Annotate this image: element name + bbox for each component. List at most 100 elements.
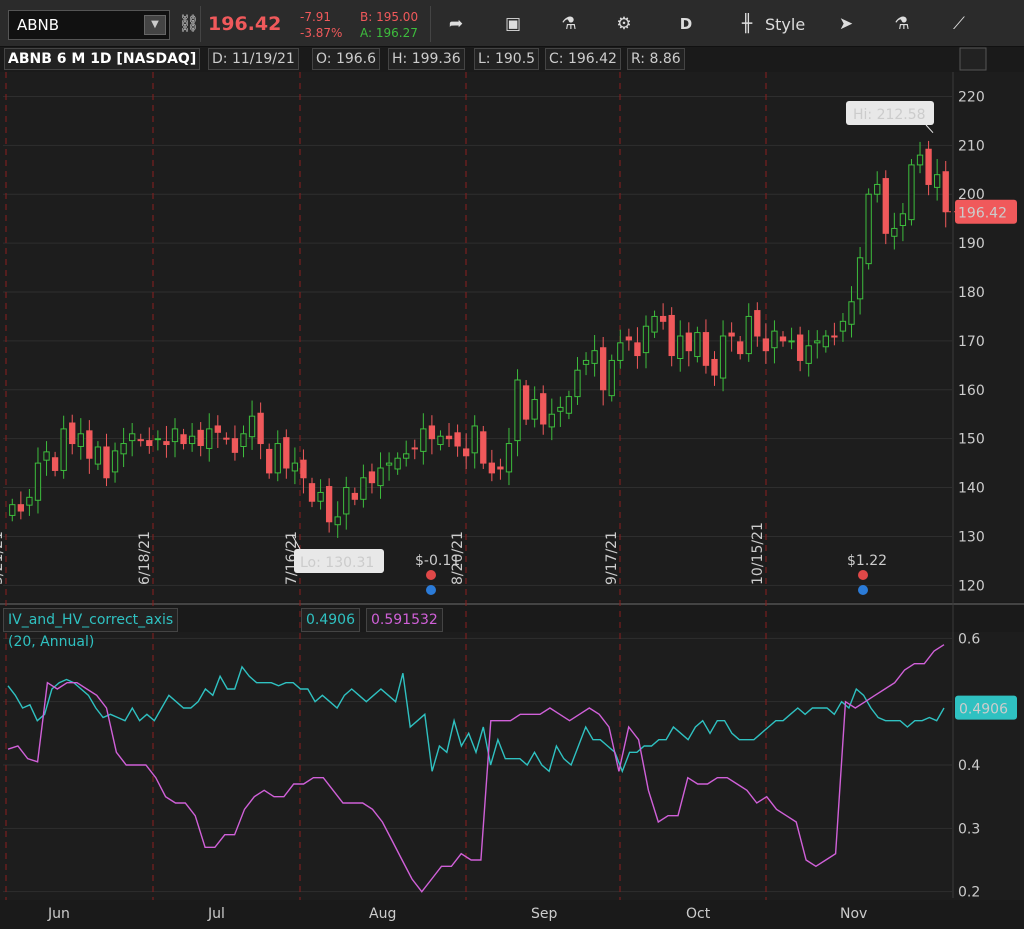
dividend-icon <box>858 585 868 595</box>
candle-body <box>694 332 701 358</box>
candle-body <box>291 462 299 472</box>
month-label: Nov <box>840 906 867 922</box>
chart-title: ABNB 6 M 1D [NASDAQ] <box>4 48 201 70</box>
candle-body <box>437 435 444 446</box>
candle-body <box>771 330 778 349</box>
candle-body <box>634 342 641 357</box>
oscillator-tick-label: 0.6 <box>958 631 980 647</box>
candle-body <box>86 430 93 459</box>
candle-body <box>608 359 615 397</box>
high-callout-label: Hi: 212.58 <box>853 107 926 123</box>
candle-body <box>848 301 855 325</box>
bar-high: H: 199.36 <box>388 48 465 70</box>
candle-body <box>351 492 358 500</box>
share-icon[interactable]: ➦ <box>448 14 464 34</box>
candle-body <box>617 342 624 361</box>
candle-body <box>163 441 170 446</box>
candle-body <box>206 428 213 449</box>
price-tick-label: 130 <box>958 529 985 545</box>
candle-body <box>308 483 316 502</box>
bar-date: D: 11/19/21 <box>208 48 299 70</box>
candle-body <box>591 350 598 364</box>
candle-body <box>445 435 453 440</box>
symbol-selector[interactable]: ABNB ▼ <box>8 10 170 40</box>
iv-value-tag-label: 0.4906 <box>959 702 1008 718</box>
price-panel-bg <box>0 72 1024 602</box>
candle-body <box>231 438 239 453</box>
candle-body <box>129 433 136 442</box>
low-callout-pointer <box>291 534 301 550</box>
candle-body <box>34 462 42 501</box>
candle-body <box>274 443 281 474</box>
candle-body <box>403 453 410 459</box>
candles-group <box>9 140 949 538</box>
hv-line <box>7 644 945 893</box>
price-tick-label: 160 <box>958 383 985 399</box>
candle-body <box>368 471 376 484</box>
dividend-icon <box>426 585 436 595</box>
axis-drawing-icon <box>959 47 987 71</box>
study-name: IV_and_HV_correct_axis (20, Annual) <box>3 608 179 650</box>
candle-body <box>882 178 889 234</box>
candle-body <box>805 345 812 364</box>
candle-body <box>497 466 504 470</box>
candle-body <box>933 174 941 188</box>
candle-body <box>17 504 25 512</box>
period-button[interactable]: D <box>679 15 693 33</box>
toolbar: ABNB ▼ ⛓ 196.42 -7.91 -3.87% B: 195.00 A… <box>0 0 1024 47</box>
candle-body <box>600 347 607 391</box>
candle-body <box>839 320 847 332</box>
month-label: Jun <box>47 906 70 922</box>
price-tick-label: 120 <box>958 578 985 594</box>
flask-icon[interactable]: ⚗ <box>894 14 910 34</box>
drawing-icon[interactable]: ⟋ <box>953 14 965 34</box>
candle-body <box>94 446 102 465</box>
candle-body <box>77 433 84 447</box>
candle-body <box>557 406 564 412</box>
candle-body <box>214 425 221 433</box>
symbol-text: ABNB <box>17 16 60 34</box>
candle-body <box>531 399 538 420</box>
candle-body <box>300 459 307 479</box>
candle-body <box>659 315 667 322</box>
candle-body <box>471 425 478 454</box>
candle-body <box>822 335 829 348</box>
candle-body <box>762 338 770 352</box>
gear-icon[interactable]: ⚙ <box>616 14 632 34</box>
ask-price: A: 196.27 <box>360 26 418 40</box>
candle-body <box>51 457 59 471</box>
chevron-down-icon[interactable]: ▼ <box>144 15 166 35</box>
candlestick-icon[interactable]: ╫ <box>741 14 753 34</box>
candle-body <box>411 447 418 450</box>
candle-body <box>385 462 393 466</box>
message-icon[interactable]: ▣ <box>504 14 522 34</box>
oscillator-panel-bg <box>0 632 1024 900</box>
style-button[interactable]: Style <box>765 15 806 34</box>
candle-body <box>9 504 16 516</box>
cursor-icon[interactable]: ➤ <box>838 14 854 34</box>
candle-body <box>43 451 50 461</box>
candle-body <box>317 491 324 502</box>
candle-body <box>865 193 872 265</box>
candle-body <box>180 434 187 445</box>
candle-body <box>360 477 367 500</box>
candle-body <box>343 487 350 515</box>
candle-body <box>240 433 247 447</box>
candle-body <box>248 415 256 438</box>
price-change-pct: -3.87% <box>300 26 343 40</box>
candle-body <box>146 440 153 447</box>
candle-body <box>154 438 162 441</box>
low-callout-box <box>294 549 384 573</box>
link-icon[interactable]: ⛓ <box>178 14 200 34</box>
candle-body <box>711 358 718 376</box>
candle-body <box>754 310 761 337</box>
candle-body <box>831 335 838 338</box>
candle-body <box>779 336 787 342</box>
flask-icon[interactable]: ⚗ <box>561 14 577 34</box>
earnings-icon <box>858 570 868 580</box>
oscillator-tick-label: 0.3 <box>958 821 980 837</box>
month-label: Sep <box>531 906 558 922</box>
last-price-tag-label: 196.42 <box>958 206 1007 222</box>
candle-body <box>925 148 932 185</box>
